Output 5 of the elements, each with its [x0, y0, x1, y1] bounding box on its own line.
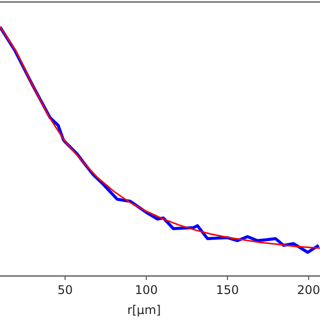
- x-tick-label: 200: [297, 283, 320, 297]
- x-axis-title: r[μm]: [127, 303, 161, 317]
- x-tick-label: 100: [134, 283, 158, 297]
- x-tick-label: 150: [216, 283, 239, 297]
- x-tick-label: 50: [57, 283, 73, 297]
